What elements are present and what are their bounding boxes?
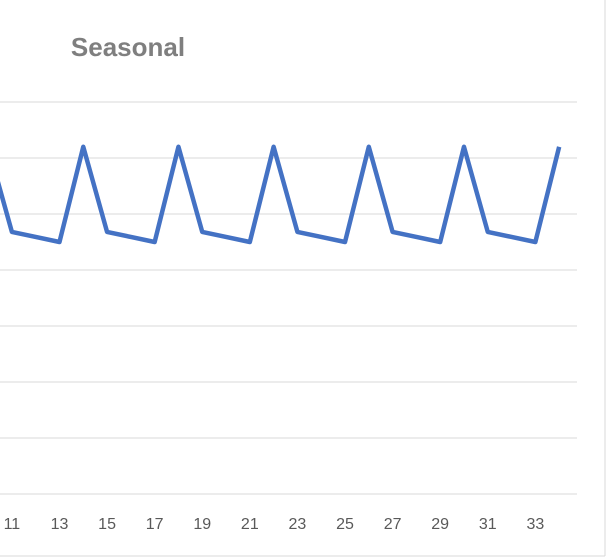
line-series — [0, 144, 562, 245]
x-tick-label: 21 — [241, 516, 259, 533]
x-tick-label: 19 — [193, 516, 211, 533]
x-tick-label: 27 — [384, 516, 402, 533]
x-tick-label: 29 — [431, 516, 449, 533]
x-tick-label: 11 — [4, 516, 21, 533]
chart-title: Seasonal — [71, 32, 185, 62]
x-tick-label: 17 — [146, 516, 164, 533]
x-tick-label: 15 — [98, 516, 116, 533]
x-tick-label: 25 — [336, 516, 354, 533]
x-tick-label: 23 — [289, 516, 307, 533]
x-tick-label: 31 — [479, 516, 497, 533]
x-tick-label: 33 — [526, 516, 544, 533]
x-tick-label: 13 — [51, 516, 69, 533]
